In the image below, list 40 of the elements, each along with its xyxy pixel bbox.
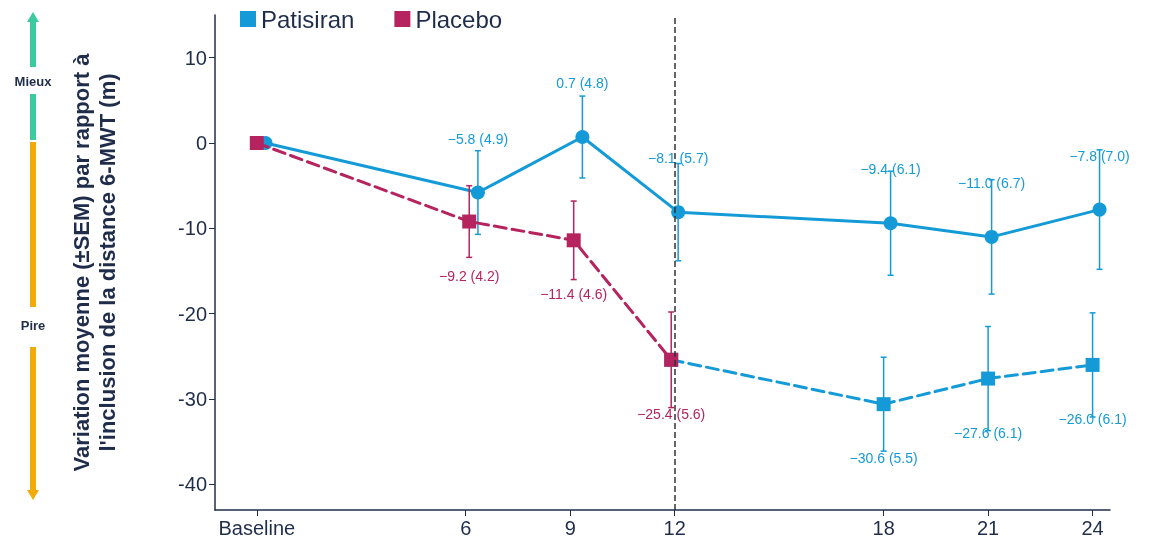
point <box>981 371 996 386</box>
data-label: −30.6 (5.5) <box>849 450 918 467</box>
data-label: −27.6 (6.1) <box>954 424 1023 441</box>
text: Pire <box>20 318 46 333</box>
point <box>984 229 999 244</box>
data-label: −5.8 (4.9) <box>447 130 509 147</box>
x-tick-label: 18 <box>872 517 895 539</box>
y-tick-label: -10 <box>178 217 207 240</box>
x-tick-label: 21 <box>976 517 1000 539</box>
data-label: −11.4 (4.6) <box>540 286 608 303</box>
point <box>883 216 898 231</box>
data-label: −26.0 (6.1) <box>1058 410 1127 427</box>
x-tick-label: 9 <box>564 517 576 539</box>
data-label: −9.2 (4.2) <box>439 267 500 284</box>
y-tick-label: 0 <box>195 132 207 155</box>
data-label: −8.1 (5.7) <box>648 150 709 167</box>
point <box>470 185 485 200</box>
point <box>249 136 264 151</box>
point <box>1085 357 1100 372</box>
data-label: 0.7 (4.8) <box>556 75 609 92</box>
text: Mieux <box>14 74 52 89</box>
y-tick-label: -40 <box>178 473 207 496</box>
point <box>575 130 590 145</box>
legend-label: Patisiran <box>261 5 355 33</box>
data-label: −9.4 (6.1) <box>860 161 921 178</box>
y-axis-title: Variation moyenne (±SEM) par rapport à l'inclusion de la distance 6-MWT (m) <box>68 52 120 472</box>
data-label: −7.8 (7.0) <box>1069 147 1130 164</box>
x-tick-label: 6 <box>460 517 472 539</box>
legend-label: Placebo <box>415 5 503 33</box>
x-tick-label: 24 <box>1081 517 1104 539</box>
point <box>566 233 581 248</box>
y-tick-label: -30 <box>178 388 207 411</box>
point <box>876 397 891 412</box>
y-tick-label: 10 <box>184 46 207 69</box>
y-tick-label: -20 <box>178 302 207 325</box>
point <box>1092 202 1107 217</box>
point <box>462 214 477 229</box>
x-tick-label: 12 <box>663 517 686 539</box>
x-tick-label: Baseline <box>218 517 296 539</box>
data-label: −25.4 (5.6) <box>637 405 706 422</box>
